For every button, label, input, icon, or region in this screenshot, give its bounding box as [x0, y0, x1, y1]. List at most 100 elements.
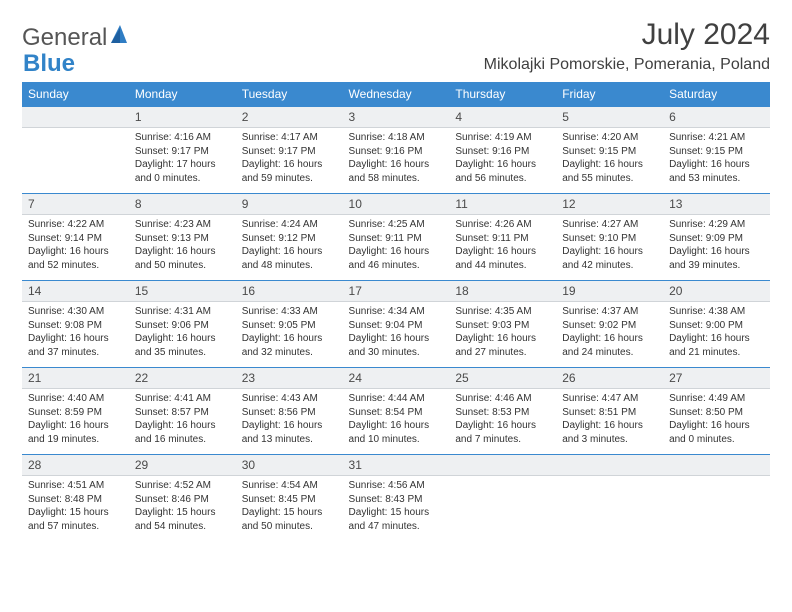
sunrise-text: Sunrise: 4:21 AM	[669, 131, 764, 145]
calendar-row: 14Sunrise: 4:30 AMSunset: 9:08 PMDayligh…	[22, 281, 770, 368]
calendar-cell: 18Sunrise: 4:35 AMSunset: 9:03 PMDayligh…	[449, 281, 556, 368]
weekday-header: Monday	[129, 82, 236, 107]
day-number: 4	[449, 107, 556, 128]
calendar-cell: 30Sunrise: 4:54 AMSunset: 8:45 PMDayligh…	[236, 455, 343, 542]
calendar-cell: 14Sunrise: 4:30 AMSunset: 9:08 PMDayligh…	[22, 281, 129, 368]
day-number: 25	[449, 368, 556, 389]
calendar-row: 21Sunrise: 4:40 AMSunset: 8:59 PMDayligh…	[22, 368, 770, 455]
day-body: Sunrise: 4:29 AMSunset: 9:09 PMDaylight:…	[663, 215, 770, 280]
day-number: 30	[236, 455, 343, 476]
sunrise-text: Sunrise: 4:20 AM	[562, 131, 657, 145]
sunrise-text: Sunrise: 4:43 AM	[242, 392, 337, 406]
calendar-cell	[449, 455, 556, 542]
sunrise-text: Sunrise: 4:52 AM	[135, 479, 230, 493]
day-number: 28	[22, 455, 129, 476]
daylight-text: Daylight: 15 hours and 57 minutes.	[28, 506, 123, 533]
day-body: Sunrise: 4:37 AMSunset: 9:02 PMDaylight:…	[556, 302, 663, 367]
calendar-cell: 2Sunrise: 4:17 AMSunset: 9:17 PMDaylight…	[236, 107, 343, 194]
sunset-text: Sunset: 8:56 PM	[242, 406, 337, 420]
day-body: Sunrise: 4:44 AMSunset: 8:54 PMDaylight:…	[343, 389, 450, 454]
sunset-text: Sunset: 9:13 PM	[135, 232, 230, 246]
sunset-text: Sunset: 8:51 PM	[562, 406, 657, 420]
daylight-text: Daylight: 16 hours and 37 minutes.	[28, 332, 123, 359]
calendar-cell: 5Sunrise: 4:20 AMSunset: 9:15 PMDaylight…	[556, 107, 663, 194]
sunset-text: Sunset: 9:17 PM	[242, 145, 337, 159]
day-body: Sunrise: 4:18 AMSunset: 9:16 PMDaylight:…	[343, 128, 450, 193]
sunrise-text: Sunrise: 4:35 AM	[455, 305, 550, 319]
day-body: Sunrise: 4:47 AMSunset: 8:51 PMDaylight:…	[556, 389, 663, 454]
calendar-cell: 27Sunrise: 4:49 AMSunset: 8:50 PMDayligh…	[663, 368, 770, 455]
daylight-text: Daylight: 16 hours and 3 minutes.	[562, 419, 657, 446]
sunrise-text: Sunrise: 4:19 AM	[455, 131, 550, 145]
sunrise-text: Sunrise: 4:56 AM	[349, 479, 444, 493]
sunset-text: Sunset: 9:00 PM	[669, 319, 764, 333]
calendar-cell: 7Sunrise: 4:22 AMSunset: 9:14 PMDaylight…	[22, 194, 129, 281]
calendar-row: 28Sunrise: 4:51 AMSunset: 8:48 PMDayligh…	[22, 455, 770, 542]
day-number: 5	[556, 107, 663, 128]
sunrise-text: Sunrise: 4:27 AM	[562, 218, 657, 232]
weekday-header: Friday	[556, 82, 663, 107]
sunset-text: Sunset: 9:12 PM	[242, 232, 337, 246]
day-number	[449, 455, 556, 476]
sunrise-text: Sunrise: 4:26 AM	[455, 218, 550, 232]
calendar-cell: 26Sunrise: 4:47 AMSunset: 8:51 PMDayligh…	[556, 368, 663, 455]
day-number: 3	[343, 107, 450, 128]
sunrise-text: Sunrise: 4:29 AM	[669, 218, 764, 232]
sunset-text: Sunset: 9:17 PM	[135, 145, 230, 159]
sunrise-text: Sunrise: 4:44 AM	[349, 392, 444, 406]
calendar-cell: 31Sunrise: 4:56 AMSunset: 8:43 PMDayligh…	[343, 455, 450, 542]
calendar-row: 1Sunrise: 4:16 AMSunset: 9:17 PMDaylight…	[22, 107, 770, 194]
sunrise-text: Sunrise: 4:40 AM	[28, 392, 123, 406]
day-number: 6	[663, 107, 770, 128]
daylight-text: Daylight: 16 hours and 58 minutes.	[349, 158, 444, 185]
day-body: Sunrise: 4:16 AMSunset: 9:17 PMDaylight:…	[129, 128, 236, 193]
sunrise-text: Sunrise: 4:31 AM	[135, 305, 230, 319]
day-number: 15	[129, 281, 236, 302]
day-body: Sunrise: 4:22 AMSunset: 9:14 PMDaylight:…	[22, 215, 129, 280]
sunrise-text: Sunrise: 4:25 AM	[349, 218, 444, 232]
calendar-cell: 19Sunrise: 4:37 AMSunset: 9:02 PMDayligh…	[556, 281, 663, 368]
day-number: 16	[236, 281, 343, 302]
day-body: Sunrise: 4:35 AMSunset: 9:03 PMDaylight:…	[449, 302, 556, 367]
calendar-cell: 3Sunrise: 4:18 AMSunset: 9:16 PMDaylight…	[343, 107, 450, 194]
daylight-text: Daylight: 16 hours and 27 minutes.	[455, 332, 550, 359]
calendar-cell: 23Sunrise: 4:43 AMSunset: 8:56 PMDayligh…	[236, 368, 343, 455]
sunset-text: Sunset: 9:15 PM	[562, 145, 657, 159]
calendar-cell: 11Sunrise: 4:26 AMSunset: 9:11 PMDayligh…	[449, 194, 556, 281]
calendar-cell: 13Sunrise: 4:29 AMSunset: 9:09 PMDayligh…	[663, 194, 770, 281]
sunset-text: Sunset: 8:57 PM	[135, 406, 230, 420]
day-number: 27	[663, 368, 770, 389]
calendar-cell: 22Sunrise: 4:41 AMSunset: 8:57 PMDayligh…	[129, 368, 236, 455]
sunrise-text: Sunrise: 4:38 AM	[669, 305, 764, 319]
sunrise-text: Sunrise: 4:54 AM	[242, 479, 337, 493]
sunset-text: Sunset: 9:03 PM	[455, 319, 550, 333]
calendar-row: 7Sunrise: 4:22 AMSunset: 9:14 PMDaylight…	[22, 194, 770, 281]
day-body	[663, 476, 770, 530]
daylight-text: Daylight: 16 hours and 44 minutes.	[455, 245, 550, 272]
day-number: 31	[343, 455, 450, 476]
sunset-text: Sunset: 9:16 PM	[349, 145, 444, 159]
weekday-header: Wednesday	[343, 82, 450, 107]
calendar-cell: 21Sunrise: 4:40 AMSunset: 8:59 PMDayligh…	[22, 368, 129, 455]
sunset-text: Sunset: 9:10 PM	[562, 232, 657, 246]
sunrise-text: Sunrise: 4:23 AM	[135, 218, 230, 232]
weekday-header: Thursday	[449, 82, 556, 107]
calendar-cell: 20Sunrise: 4:38 AMSunset: 9:00 PMDayligh…	[663, 281, 770, 368]
daylight-text: Daylight: 16 hours and 24 minutes.	[562, 332, 657, 359]
sunrise-text: Sunrise: 4:17 AM	[242, 131, 337, 145]
sunset-text: Sunset: 8:46 PM	[135, 493, 230, 507]
day-body: Sunrise: 4:49 AMSunset: 8:50 PMDaylight:…	[663, 389, 770, 454]
sunset-text: Sunset: 8:53 PM	[455, 406, 550, 420]
calendar-cell: 28Sunrise: 4:51 AMSunset: 8:48 PMDayligh…	[22, 455, 129, 542]
calendar-cell: 16Sunrise: 4:33 AMSunset: 9:05 PMDayligh…	[236, 281, 343, 368]
sunrise-text: Sunrise: 4:18 AM	[349, 131, 444, 145]
sunset-text: Sunset: 9:16 PM	[455, 145, 550, 159]
calendar-cell	[663, 455, 770, 542]
daylight-text: Daylight: 16 hours and 19 minutes.	[28, 419, 123, 446]
sunrise-text: Sunrise: 4:46 AM	[455, 392, 550, 406]
day-body: Sunrise: 4:30 AMSunset: 9:08 PMDaylight:…	[22, 302, 129, 367]
daylight-text: Daylight: 16 hours and 50 minutes.	[135, 245, 230, 272]
day-number: 26	[556, 368, 663, 389]
brand-logo: General	[22, 24, 129, 52]
day-number: 10	[343, 194, 450, 215]
